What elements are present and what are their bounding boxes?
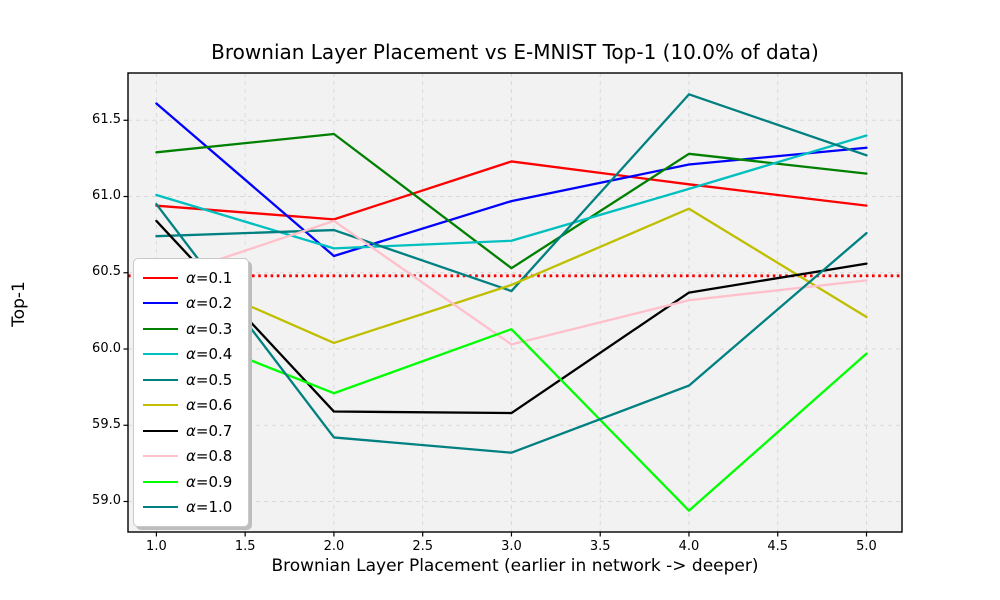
legend-swatch xyxy=(143,378,178,381)
x-tick-label: 5.0 xyxy=(856,539,877,554)
series-line-α=0.1 xyxy=(155,160,868,221)
y-tick-label: 61.5 xyxy=(92,111,121,127)
legend-label: α=0.2 xyxy=(186,294,233,313)
legend-label: α=1.0 xyxy=(186,498,233,517)
legend-label: α=0.1 xyxy=(186,268,233,287)
legend-swatch xyxy=(143,327,178,330)
legend-item: α=0.7 xyxy=(134,418,248,444)
y-tick-label: 60.5 xyxy=(92,264,121,280)
legend-label: α=0.9 xyxy=(186,472,233,491)
legend-swatch xyxy=(143,353,178,356)
legend-label: α=0.4 xyxy=(186,345,233,364)
series-line-α=0.7 xyxy=(155,219,868,415)
series-line-α=0.5 xyxy=(155,93,868,293)
series-line-α=1.0 xyxy=(155,202,868,454)
series-line-α=0.8 xyxy=(155,219,868,346)
legend-item: α=0.4 xyxy=(134,342,248,368)
y-tick-label: 59.0 xyxy=(92,493,121,508)
legend-label: α=0.6 xyxy=(186,396,233,415)
legend: α=0.1 α=0.2 α=0.3 α=0.4 α=0.5 α=0.6 α=0.7 α=0.8… xyxy=(133,258,249,527)
legend-item: α=0.8 xyxy=(134,444,248,470)
legend-swatch xyxy=(143,455,178,458)
legend-swatch xyxy=(143,404,178,407)
x-tick-label: 2.5 xyxy=(412,539,434,554)
legend-item: α=0.1 xyxy=(134,265,248,291)
y-axis-label: Top-1 xyxy=(9,281,29,327)
series-line-α=0.4 xyxy=(155,134,868,250)
legend-label: α=0.8 xyxy=(186,447,233,466)
series-line-α=0.6 xyxy=(155,207,868,345)
legend-swatch xyxy=(143,302,178,305)
legend-swatch xyxy=(143,480,178,483)
legend-item: α=0.6 xyxy=(134,393,248,419)
x-tick-label: 1.0 xyxy=(146,539,167,554)
x-tick-label: 4.5 xyxy=(767,539,789,554)
legend-label: α=0.5 xyxy=(186,370,233,389)
legend-label: α=0.7 xyxy=(186,421,233,440)
legend-swatch xyxy=(143,506,178,509)
x-tick-label: 2.0 xyxy=(323,539,345,554)
series-line-α=0.3 xyxy=(155,132,868,270)
legend-item: α=0.5 xyxy=(134,367,248,393)
x-tick-label: 1.5 xyxy=(234,539,256,554)
chart-title: Brownian Layer Placement vs E-MNIST Top-… xyxy=(211,40,819,64)
x-tick-label: 4.0 xyxy=(678,539,700,554)
legend-swatch xyxy=(143,276,178,279)
y-tick-label: 61.0 xyxy=(92,188,121,204)
legend-item: α=0.3 xyxy=(134,316,248,342)
legend-item: α=1.0 xyxy=(134,495,248,521)
legend-label: α=0.3 xyxy=(186,319,233,338)
axes-frame xyxy=(127,72,903,533)
x-tick-label: 3.5 xyxy=(589,539,611,554)
y-tick-label: 59.5 xyxy=(92,416,121,432)
series-line-α=0.2 xyxy=(155,102,868,258)
x-axis-label: Brownian Layer Placement (earlier in net… xyxy=(271,556,759,576)
series-line-α=0.9 xyxy=(155,321,868,512)
legend-item: α=0.2 xyxy=(134,291,248,317)
plot-background xyxy=(128,73,902,532)
y-tick-label: 60.0 xyxy=(92,340,121,356)
x-tick-label: 3.0 xyxy=(501,539,522,554)
legend-item: α=0.9 xyxy=(134,469,248,495)
legend-swatch xyxy=(143,429,178,432)
